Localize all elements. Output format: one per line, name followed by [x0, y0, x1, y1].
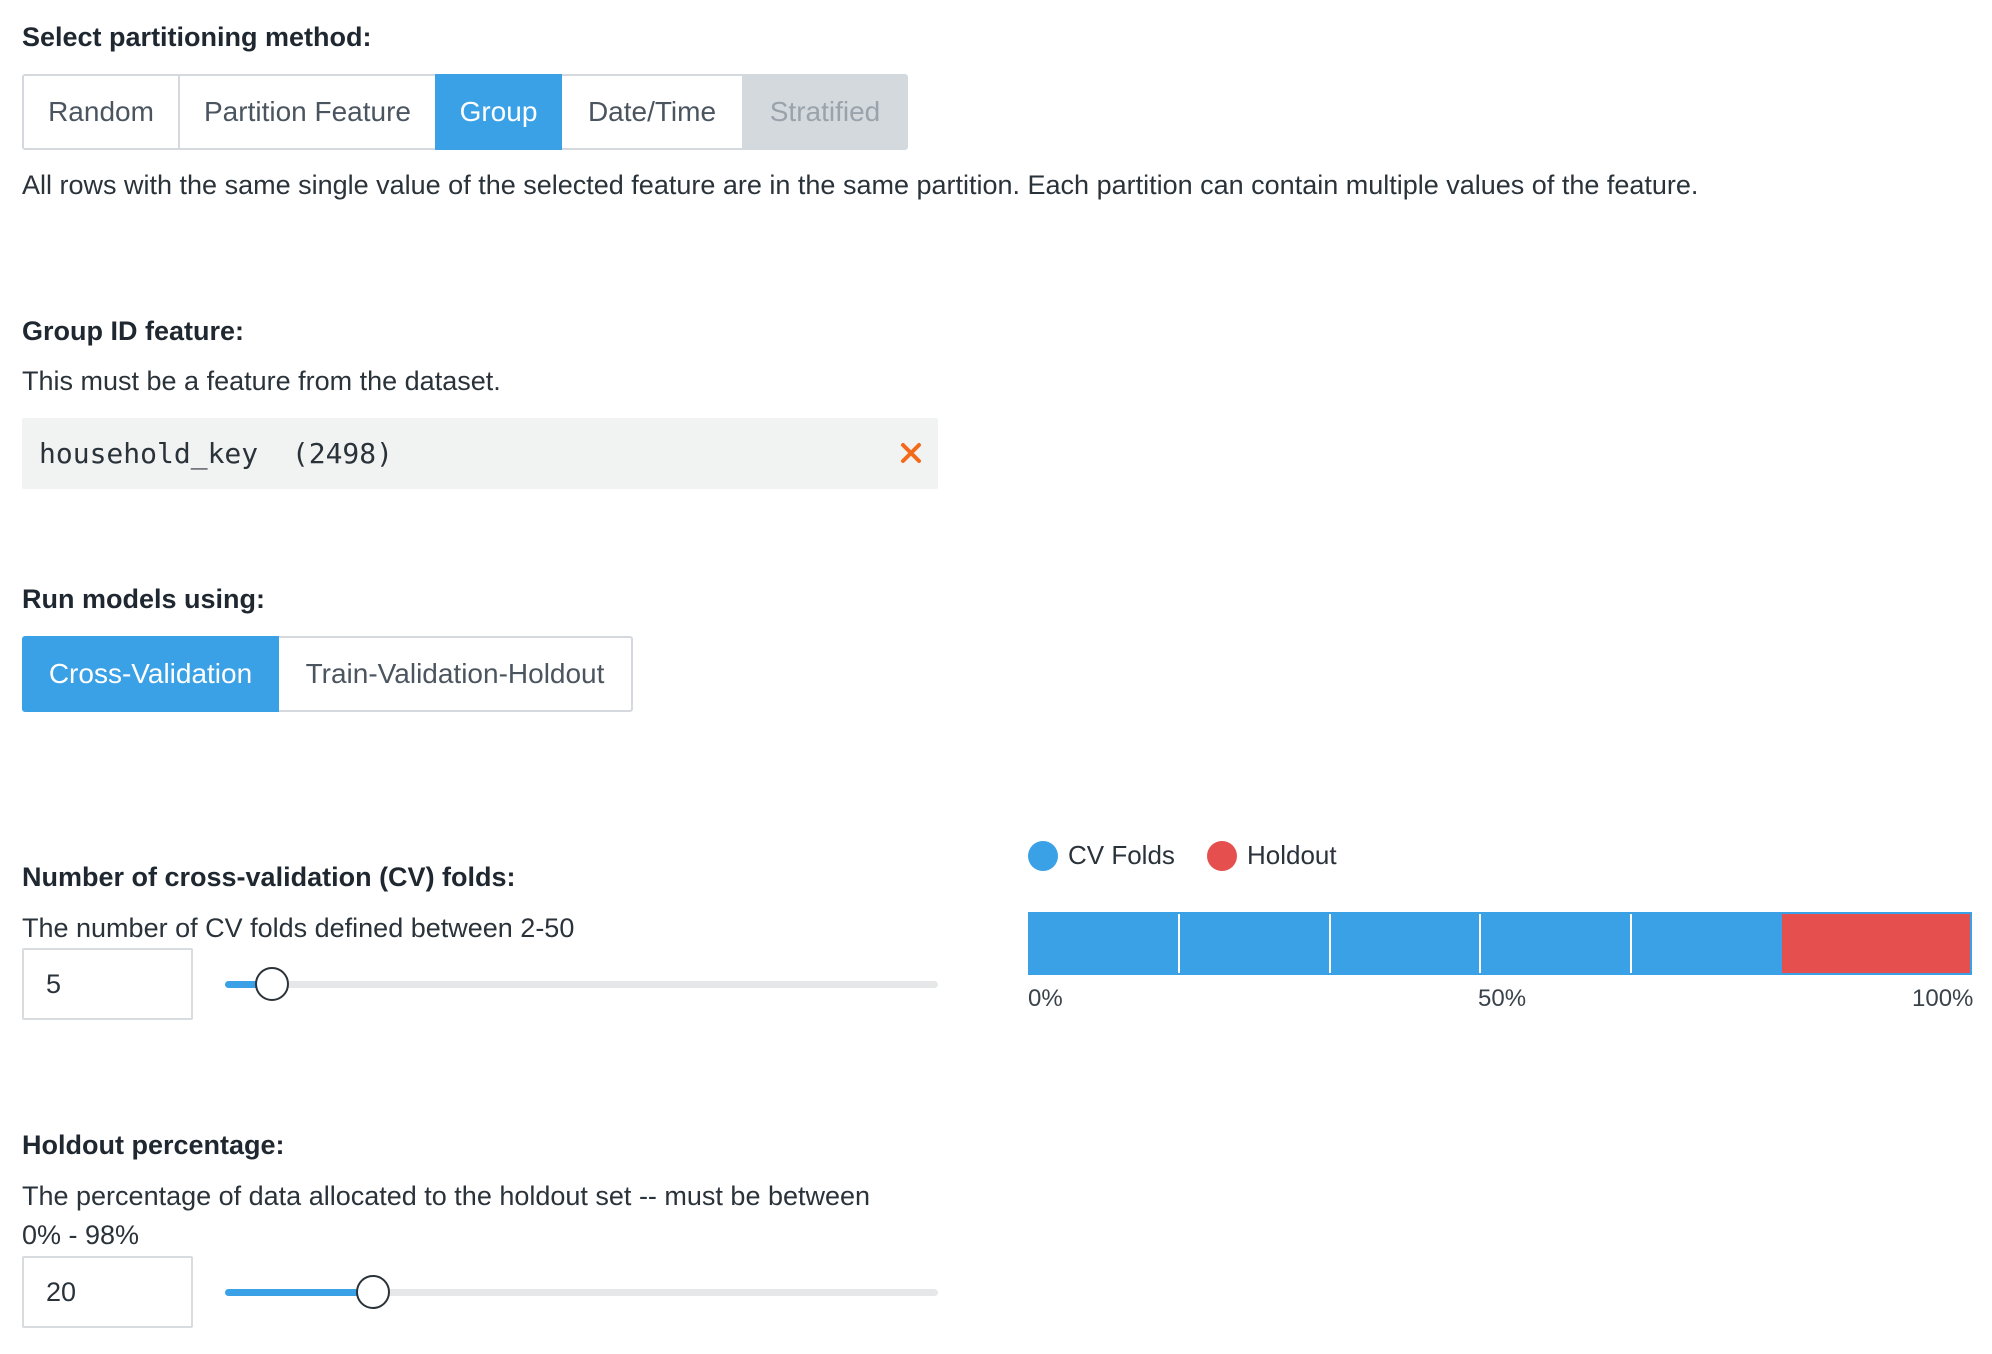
- slider-fill: [225, 981, 270, 988]
- cv-fold-segment: [1030, 914, 1181, 973]
- group-id-feature-value: household_key (2498): [39, 437, 394, 470]
- slider-fill: [225, 1289, 371, 1296]
- cv-fold-segment: [1180, 914, 1331, 973]
- holdout-dot-icon: [1207, 840, 1237, 871]
- partition-option-partition-feature[interactable]: Partition Feature: [178, 74, 437, 150]
- axis-tick-50: 50%: [1478, 985, 1527, 1012]
- slider-thumb[interactable]: [355, 1275, 390, 1309]
- partition-option-date-time[interactable]: Date/Time: [560, 74, 744, 150]
- legend-label: Holdout: [1247, 840, 1337, 870]
- legend-label: CV Folds: [1068, 840, 1175, 870]
- holdout-slider[interactable]: [225, 1272, 938, 1312]
- cv-folds-description: The number of CV folds defined between 2…: [22, 913, 575, 943]
- cv-folds-slider[interactable]: [225, 964, 938, 1004]
- holdout-description: The percentage of data allocated to the …: [22, 1181, 871, 1211]
- run-option-cross-validation[interactable]: Cross-Validation: [22, 636, 279, 712]
- holdout-range-note: 0% - 98%: [22, 1220, 140, 1250]
- cv-fold-segment: [1330, 914, 1482, 973]
- partition-distribution-bar: [1028, 912, 1972, 975]
- group-id-feature-select[interactable]: household_key (2498): [22, 418, 938, 489]
- holdout-percentage-input[interactable]: 20: [22, 1256, 193, 1328]
- slider-track: [225, 1289, 938, 1296]
- holdout-segment: [1781, 914, 1970, 973]
- cv-folds-dot-icon: [1028, 840, 1058, 871]
- run-models-heading: Run models using:: [22, 584, 265, 614]
- cv-fold-segment: [1481, 914, 1632, 973]
- partitioning-description: All rows with the same single value of t…: [22, 170, 1699, 200]
- slider-thumb[interactable]: [254, 967, 289, 1001]
- partition-option-group[interactable]: Group: [435, 74, 562, 150]
- partition-option-random[interactable]: Random: [22, 74, 180, 150]
- cv-folds-input[interactable]: 5: [22, 948, 193, 1020]
- cv-folds-heading: Number of cross-validation (CV) folds:: [22, 862, 516, 892]
- partition-option-stratified: Stratified: [742, 74, 908, 150]
- run-option-train-validation-holdout[interactable]: Train-Validation-Holdout: [277, 636, 633, 712]
- axis-tick-100: 100%: [1912, 985, 1974, 1012]
- partitioning-method-selector: Random Partition Feature Group Date/Time…: [22, 74, 908, 150]
- partitioning-heading: Select partitioning method:: [22, 22, 372, 52]
- run-models-selector: Cross-Validation Train-Validation-Holdou…: [22, 636, 633, 712]
- axis-tick-0: 0%: [1028, 985, 1063, 1012]
- cv-fold-segment: [1631, 914, 1782, 973]
- legend-holdout: Holdout: [1207, 840, 1337, 871]
- close-x-icon[interactable]: [896, 438, 926, 468]
- group-id-heading: Group ID feature:: [22, 316, 245, 346]
- slider-track: [225, 981, 938, 988]
- holdout-heading: Holdout percentage:: [22, 1130, 285, 1160]
- legend-cv-folds: CV Folds: [1028, 840, 1175, 871]
- group-id-description: This must be a feature from the dataset.: [22, 366, 501, 396]
